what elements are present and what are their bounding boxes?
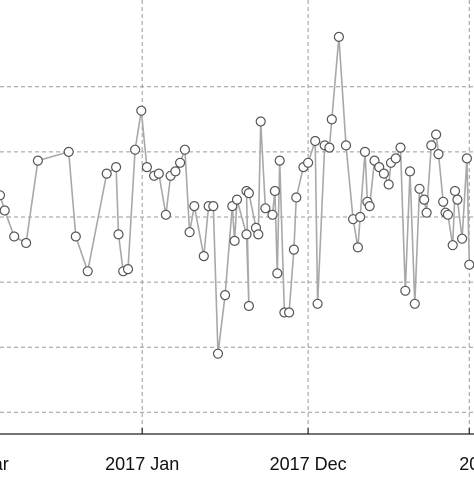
data-point	[0, 205, 10, 216]
data-point	[253, 229, 264, 240]
x-tick-label: 6 Mar	[0, 454, 9, 474]
data-point	[303, 157, 314, 168]
data-point	[433, 149, 444, 160]
data-point	[442, 209, 453, 220]
data-point	[70, 231, 81, 242]
data-point	[421, 207, 432, 218]
data-point	[208, 201, 219, 212]
data-point	[404, 166, 416, 177]
data-point	[101, 168, 112, 179]
data-point	[212, 348, 224, 359]
data-point	[364, 201, 375, 212]
data-point	[383, 179, 394, 190]
data-point	[63, 146, 74, 157]
data-point	[355, 211, 366, 223]
data-point	[272, 268, 283, 279]
data-point	[274, 155, 285, 166]
data-point	[310, 135, 321, 147]
data-point	[352, 242, 363, 253]
data-point	[175, 157, 186, 168]
data-point	[400, 285, 411, 296]
data-point	[110, 162, 122, 173]
data-point	[378, 168, 389, 179]
data-point	[426, 140, 437, 151]
data-point	[32, 155, 44, 166]
data-point	[269, 185, 280, 197]
data-point	[288, 244, 299, 255]
data-point	[390, 153, 401, 164]
data-point	[130, 144, 141, 155]
data-point	[170, 166, 181, 177]
data-point	[326, 114, 337, 125]
data-point	[409, 298, 420, 309]
marker-layer	[0, 31, 474, 359]
data-point	[231, 194, 243, 205]
data-point	[243, 300, 254, 312]
data-point	[447, 240, 458, 251]
data-point	[160, 209, 171, 220]
data-point	[291, 192, 302, 203]
data-point	[395, 142, 406, 153]
data-point	[324, 142, 335, 153]
data-point	[452, 194, 463, 205]
data-point	[122, 264, 134, 275]
data-point	[179, 144, 190, 155]
x-tick-label: 2017 Dec	[270, 454, 347, 474]
data-point	[153, 168, 164, 179]
data-point	[464, 259, 474, 270]
data-point	[243, 188, 254, 199]
data-point	[457, 233, 468, 244]
axis-layer	[0, 428, 474, 435]
data-point	[431, 129, 442, 140]
data-point	[438, 196, 449, 207]
data-point	[229, 235, 240, 246]
data-point	[312, 298, 323, 309]
data-point	[255, 116, 266, 127]
x-tick-label: 20	[459, 454, 474, 474]
data-point	[82, 266, 93, 277]
data-point	[461, 153, 472, 164]
data-point	[141, 162, 152, 173]
data-point	[198, 251, 209, 262]
data-point	[136, 105, 147, 116]
grid-layer	[0, 0, 474, 434]
data-point	[0, 190, 6, 201]
x-tick-label: 2017 Jan	[105, 454, 179, 474]
data-point	[414, 183, 425, 194]
data-point	[449, 185, 461, 197]
data-point	[284, 307, 295, 318]
x-tick-labels: 6 Mar 2017 Jan 2017 Dec 20	[0, 454, 474, 474]
data-point	[340, 140, 352, 151]
data-point	[241, 229, 252, 240]
data-point	[220, 290, 231, 301]
data-point	[113, 229, 124, 240]
data-point	[9, 231, 20, 242]
data-point	[21, 237, 32, 249]
data-point	[189, 201, 200, 212]
data-point	[260, 203, 271, 214]
data-point	[333, 31, 344, 43]
data-point	[267, 209, 278, 220]
data-point	[184, 227, 195, 238]
data-point	[419, 194, 430, 205]
data-point	[359, 146, 371, 157]
